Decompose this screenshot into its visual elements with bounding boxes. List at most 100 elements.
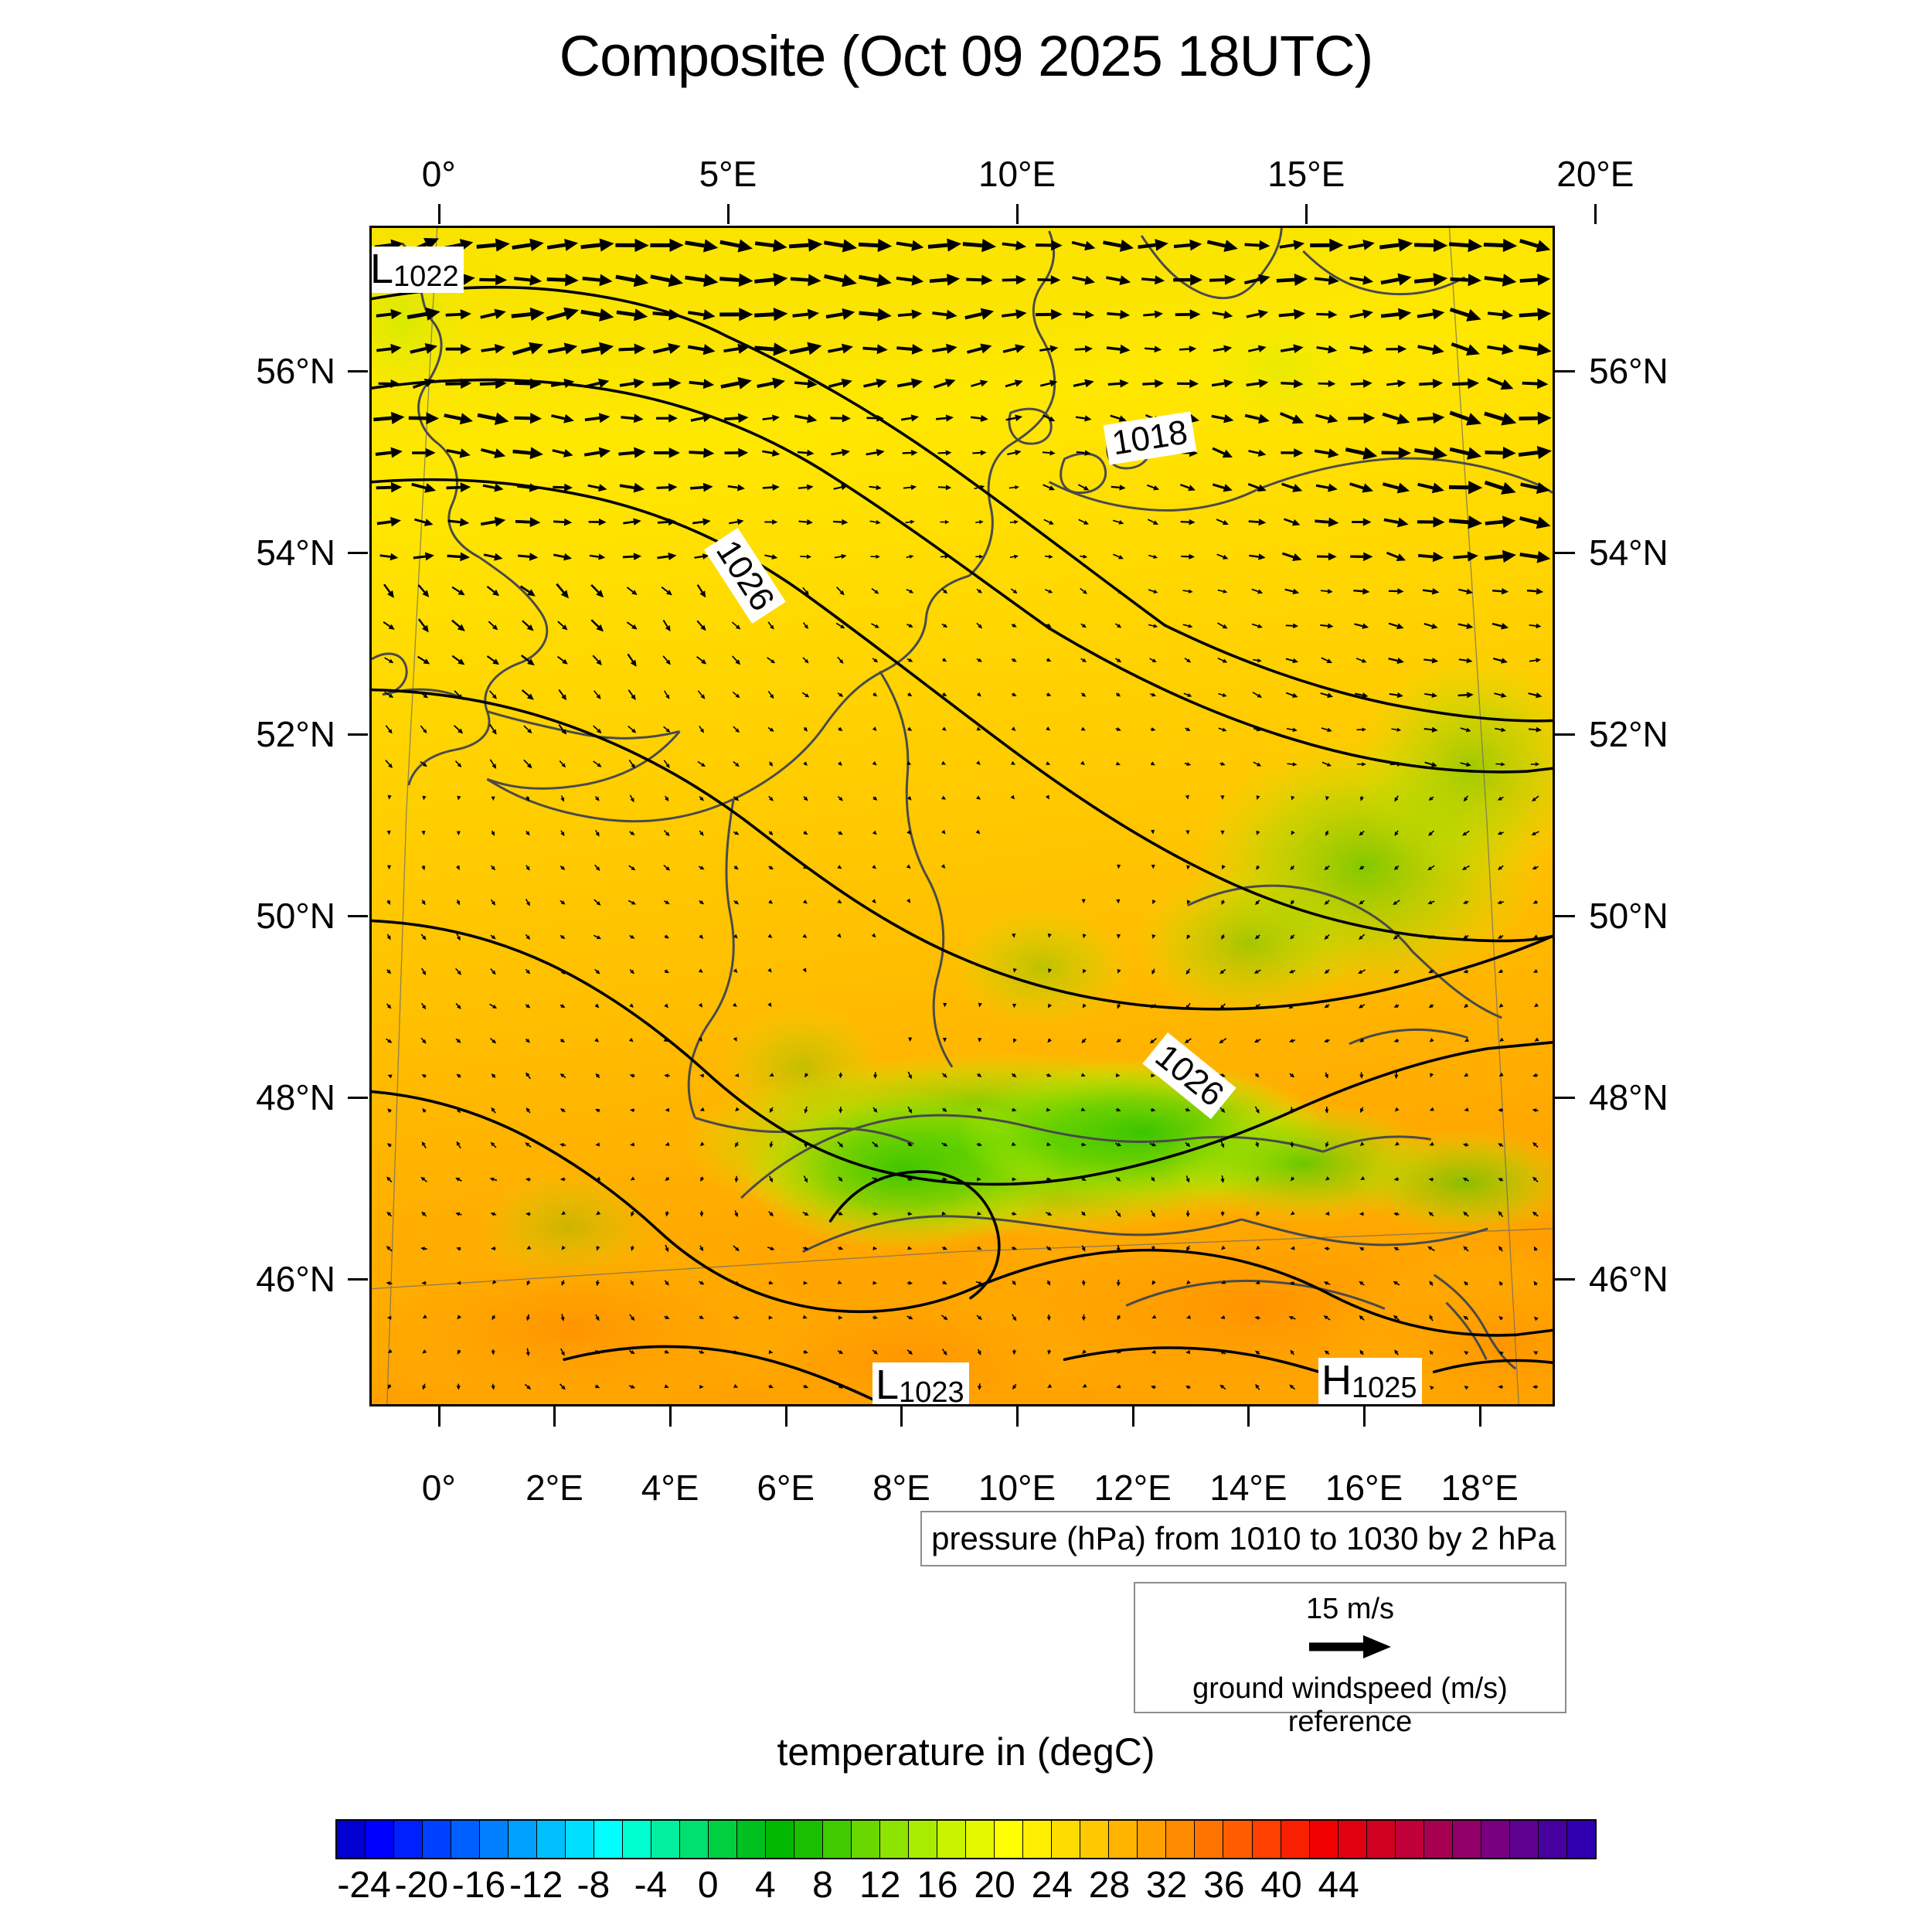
wind-arrow-head: [773, 342, 788, 356]
wind-arrow-head: [1288, 1315, 1294, 1320]
wind-arrow-shaft: [1043, 519, 1050, 523]
wind-arrow-head: [1361, 658, 1367, 663]
colorbar-cell: [1509, 1821, 1539, 1858]
wind-arrow-shaft: [489, 759, 495, 766]
wind-arrow-head: [525, 1177, 530, 1182]
wind-arrow-head: [563, 342, 578, 355]
wind-arrow-head: [1396, 413, 1410, 425]
wind-arrow-shaft: [1396, 1248, 1400, 1251]
wind-arrow-head: [596, 590, 604, 598]
wind-arrow-shaft: [941, 623, 945, 626]
wind-arrow-head: [1015, 449, 1022, 456]
wind-arrow-head: [1015, 309, 1027, 320]
wind-arrow-shaft: [1494, 692, 1502, 696]
wind-arrow-shaft: [1247, 483, 1260, 489]
wind-arrow-head: [1046, 658, 1052, 662]
wind-arrow-head: [1325, 1176, 1330, 1181]
wind-arrow-shaft: [376, 347, 392, 352]
wind-arrow-shaft: [733, 866, 736, 868]
wind-arrow-head: [1254, 934, 1260, 940]
wind-arrow-head: [1362, 623, 1369, 629]
wind-arrow-shaft: [451, 586, 461, 593]
axis-tick: [437, 1406, 440, 1427]
wind-arrow-head: [771, 554, 778, 560]
wind-arrow-head: [1324, 969, 1329, 975]
wind-arrow-head: [1081, 1142, 1087, 1147]
wind-arrow-head: [1220, 1143, 1225, 1148]
wind-arrow-head: [563, 378, 575, 389]
wind-arrow-head: [665, 866, 671, 871]
wind-arrow-head: [767, 934, 773, 938]
wind-arrow-head: [595, 1384, 600, 1389]
wind-arrow-shaft: [976, 1315, 980, 1318]
wind-arrow-shaft: [1078, 519, 1085, 523]
wind-arrow-shaft: [1011, 1073, 1014, 1076]
wind-arrow-head: [1015, 240, 1027, 250]
wind-arrow-shaft: [859, 311, 879, 317]
wind-arrow-head: [733, 1036, 737, 1042]
wind-arrow-shaft: [1184, 658, 1189, 661]
wind-arrow-head: [1256, 795, 1260, 801]
wind-arrow-head: [491, 831, 495, 836]
wind-arrow-head: [426, 412, 440, 425]
wind-arrow-head: [1187, 693, 1192, 697]
wind-arrow-head: [1184, 1039, 1189, 1044]
wind-arrow-head: [1468, 239, 1483, 253]
colorbar-cell: [937, 1821, 967, 1858]
wind-arrow-shaft: [1114, 658, 1118, 661]
wind-arrow-shaft: [1483, 243, 1504, 247]
wind-arrow-head: [1466, 413, 1482, 426]
colorbar-cell: [537, 1821, 566, 1858]
wind-arrow-head: [1189, 519, 1196, 526]
wind-arrow-head: [391, 411, 405, 424]
wind-arrow-head: [872, 1246, 878, 1250]
wind-arrow-head: [425, 447, 436, 458]
wind-arrow-head: [1258, 553, 1266, 560]
wind-arrow-head: [733, 865, 739, 870]
wind-arrow-head: [1150, 1004, 1155, 1009]
wind-arrow-head: [665, 1107, 670, 1112]
wind-arrow-head: [1154, 345, 1162, 353]
wind-arrow-shaft: [560, 830, 563, 833]
wind-arrow-head: [1497, 796, 1502, 801]
wind-arrow-head: [873, 1211, 879, 1216]
wind-arrow-shaft: [652, 346, 670, 354]
temperature-colorbar[interactable]: [335, 1819, 1597, 1859]
wind-legend-box: 15 m/s ground windspeed (m/s) reference: [1134, 1582, 1566, 1738]
wind-arrow-shaft: [1388, 658, 1398, 662]
wind-arrow-head: [842, 274, 857, 287]
wind-arrow-shaft: [1349, 276, 1364, 282]
wind-arrow-shaft: [825, 312, 844, 319]
wind-arrow-shaft: [1150, 1209, 1154, 1214]
wind-arrow-shaft: [490, 865, 493, 868]
wind-arrow-head: [668, 447, 680, 458]
wind-arrow-head: [1012, 1385, 1017, 1390]
wind-arrow-shaft: [597, 1076, 600, 1079]
wind-arrow-head: [1256, 727, 1261, 732]
wind-arrow-head: [1153, 554, 1158, 559]
wind-arrow-shaft: [1080, 1177, 1083, 1179]
wind-arrow-head: [491, 934, 496, 940]
wind-arrow-shaft: [1382, 482, 1400, 490]
wind-arrow-head: [421, 1281, 426, 1285]
wind-arrow-head: [911, 274, 924, 286]
axis-tick: [1555, 1278, 1575, 1281]
wind-arrow-shaft: [1519, 516, 1539, 525]
wind-arrow-head: [388, 729, 393, 734]
wind-arrow-head: [1150, 829, 1155, 835]
wind-arrow-head: [838, 1177, 843, 1182]
wind-arrow-shaft: [594, 829, 598, 834]
wind-arrow-shaft: [1327, 1039, 1331, 1042]
wind-arrow-head: [735, 1281, 740, 1285]
wind-arrow-head: [1359, 1141, 1365, 1147]
wind-arrow-head: [1223, 379, 1234, 388]
weather-map[interactable]: L1022 1018 1026 1026 1026 1026 L1023 H10…: [369, 226, 1555, 1406]
wind-arrow-head: [873, 1143, 879, 1148]
wind-arrow-shaft: [1002, 242, 1017, 247]
wind-arrow-shaft: [413, 518, 426, 524]
wind-arrow-head: [942, 1281, 947, 1284]
wind-arrow-shaft: [629, 1314, 633, 1318]
colorbar-cell: [366, 1821, 395, 1858]
wind-arrow-head: [1117, 968, 1121, 974]
wind-arrow-shaft: [1045, 1212, 1049, 1215]
